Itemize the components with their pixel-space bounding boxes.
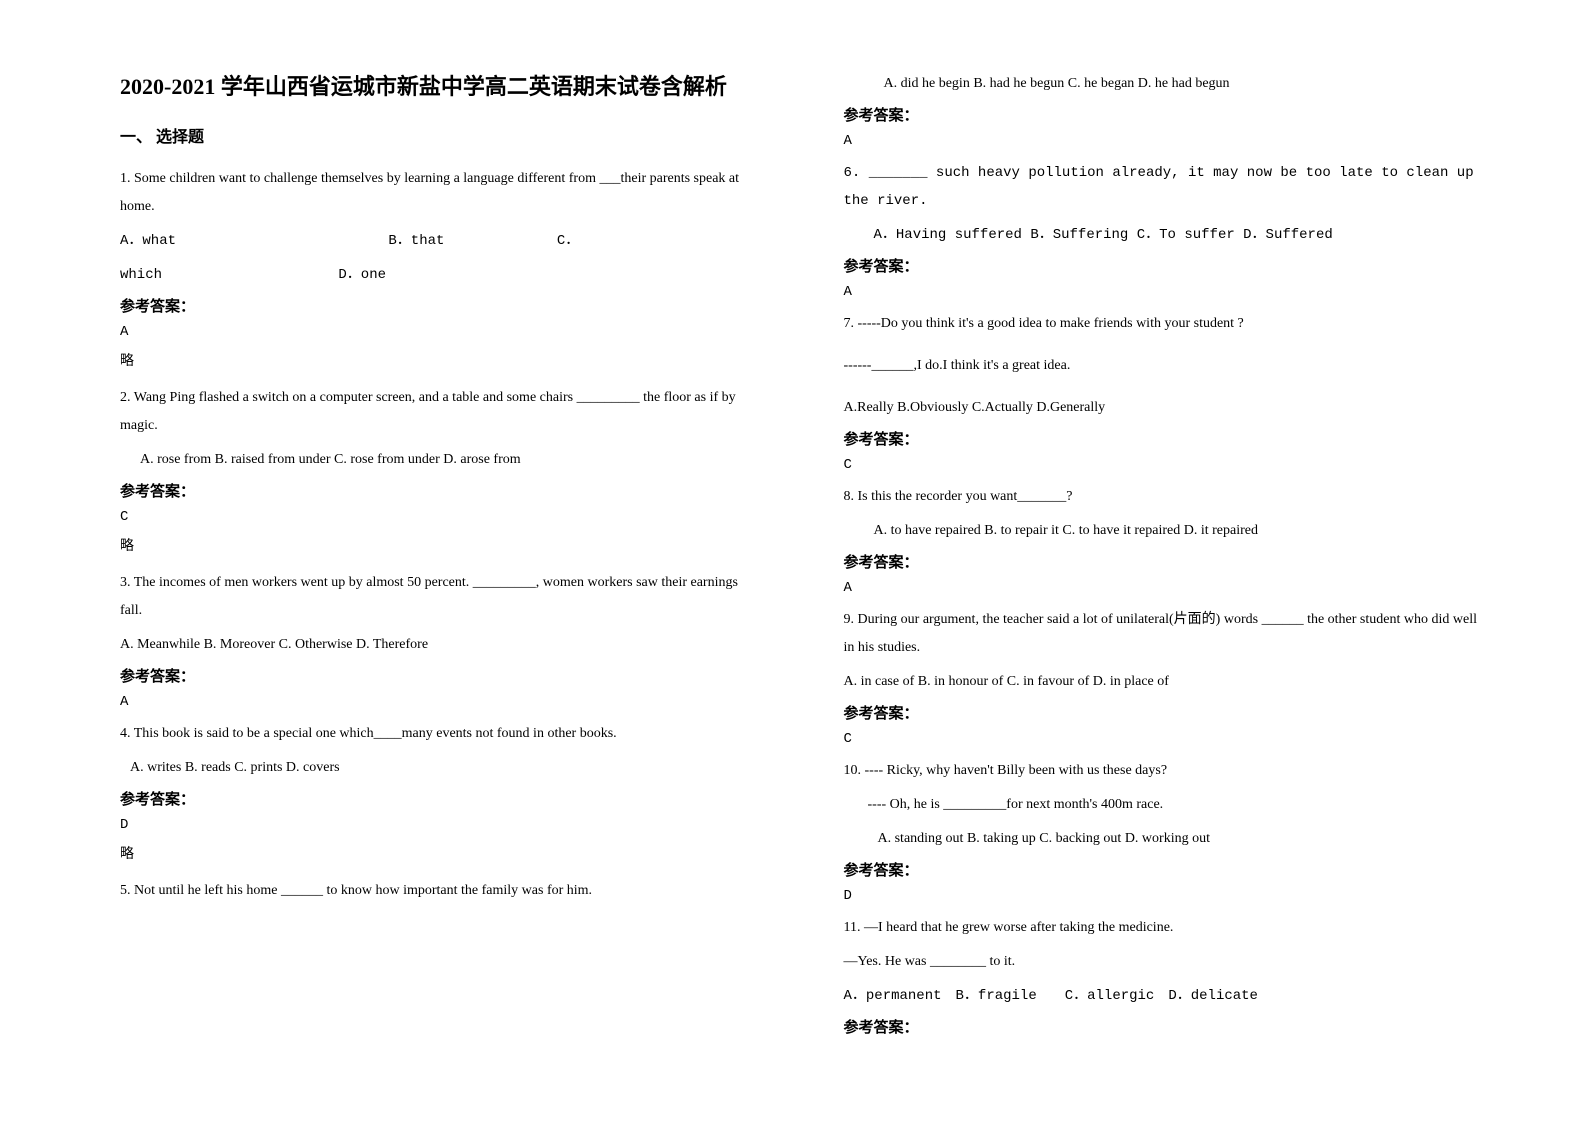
q3-options: A. Meanwhile B. Moreover C. Otherwise D.… — [120, 631, 764, 659]
q11-options: A．permanent B．fragile C．allergic D．delic… — [844, 982, 1488, 1010]
q8-answer: A — [844, 580, 1488, 596]
q4-options: A. writes B. reads C. prints D. covers — [120, 754, 764, 782]
q1-opt-c-prefix: C． — [557, 233, 579, 249]
q8-text: 8. Is this the recorder you want_______? — [844, 483, 1488, 511]
answer-label: 参考答案： — [844, 428, 1488, 449]
q6-answer: A — [844, 284, 1488, 300]
q8-options: A. to have repaired B. to repair it C. t… — [844, 517, 1488, 545]
q9-text: 9. During our argument, the teacher said… — [844, 606, 1488, 662]
q5-options: A. did he begin B. had he begun C. he be… — [844, 70, 1488, 98]
answer-label: 参考答案： — [844, 1016, 1488, 1037]
answer-label: 参考答案： — [844, 702, 1488, 723]
q1-opt-d: D．one — [338, 267, 386, 283]
q4-text: 4. This book is said to be a special one… — [120, 720, 764, 748]
answer-label: 参考答案： — [120, 295, 764, 316]
q7-options: A.Really B.Obviously C.Actually D.Genera… — [844, 394, 1488, 422]
q3-answer: A — [120, 694, 764, 710]
right-column: A. did he begin B. had he begun C. he be… — [804, 70, 1508, 1082]
q4-answer: D — [120, 817, 764, 833]
q5-answer: A — [844, 133, 1488, 149]
answer-label: 参考答案： — [120, 665, 764, 686]
q1-opt-a: A．what — [120, 227, 380, 255]
q4-note: 略 — [120, 843, 764, 863]
q10-line1: 10. ---- Ricky, why haven't Billy been w… — [844, 757, 1488, 785]
q7-line1: 7. -----Do you think it's a good idea to… — [844, 310, 1488, 338]
q5-text: 5. Not until he left his home ______ to … — [120, 877, 764, 905]
doc-title: 2020-2021 学年山西省运城市新盐中学高二英语期末试卷含解析 — [120, 70, 764, 103]
q1-opt-b: B．that — [388, 227, 548, 255]
q2-answer: C — [120, 509, 764, 525]
q1-opt-c: which — [120, 261, 330, 289]
q2-text: 2. Wang Ping flashed a switch on a compu… — [120, 384, 764, 440]
left-column: 2020-2021 学年山西省运城市新盐中学高二英语期末试卷含解析 一、 选择题… — [100, 70, 804, 1082]
q6-options: A．Having suffered B．Suffering C．To suffe… — [844, 221, 1488, 249]
q1-answer: A — [120, 324, 764, 340]
q10-options: A. standing out B. taking up C. backing … — [844, 825, 1488, 853]
answer-label: 参考答案： — [844, 255, 1488, 276]
q3-text: 3. The incomes of men workers went up by… — [120, 569, 764, 625]
q9-options: A. in case of B. in honour of C. in favo… — [844, 668, 1488, 696]
q11-line2: —Yes. He was ________ to it. — [844, 948, 1488, 976]
q7-line2: ------______,I do.I think it's a great i… — [844, 352, 1488, 380]
q1-note: 略 — [120, 350, 764, 370]
q10-line2: ---- Oh, he is _________for next month's… — [844, 791, 1488, 819]
q9-answer: C — [844, 731, 1488, 747]
q1-text: 1. Some children want to challenge thems… — [120, 165, 764, 221]
section-heading: 一、 选择题 — [120, 123, 764, 147]
q1-options: A．what B．that C． — [120, 227, 764, 255]
answer-label: 参考答案： — [844, 104, 1488, 125]
q7-answer: C — [844, 457, 1488, 473]
q2-note: 略 — [120, 535, 764, 555]
q2-options: A. rose from B. raised from under C. ros… — [120, 446, 764, 474]
answer-label: 参考答案： — [120, 788, 764, 809]
answer-label: 参考答案： — [844, 551, 1488, 572]
q1-options-2: which D．one — [120, 261, 764, 289]
answer-label: 参考答案： — [120, 480, 764, 501]
q6-text: 6. _______ such heavy pollution already,… — [844, 159, 1488, 215]
q11-line1: 11. —I heard that he grew worse after ta… — [844, 914, 1488, 942]
answer-label: 参考答案： — [844, 859, 1488, 880]
q10-answer: D — [844, 888, 1488, 904]
